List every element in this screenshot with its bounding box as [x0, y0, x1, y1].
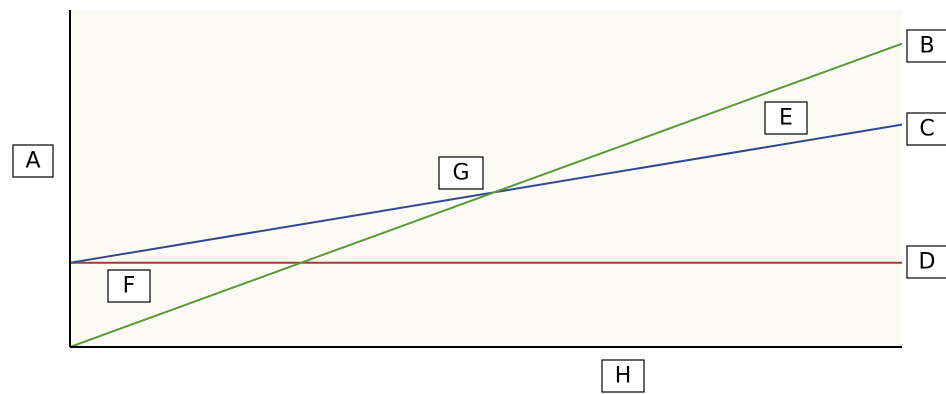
label-d: D — [906, 245, 946, 279]
label-e: E — [764, 101, 808, 135]
label-a: A — [12, 144, 54, 178]
series-lines — [69, 42, 903, 348]
label-c: C — [906, 112, 946, 146]
label-b: B — [906, 29, 946, 63]
line-c — [69, 123, 903, 264]
plot-area — [70, 10, 902, 347]
line-b — [69, 42, 903, 348]
label-g-text: G — [452, 161, 469, 186]
label-h: H — [601, 359, 645, 393]
label-f-text: F — [123, 274, 136, 299]
label-e-text: E — [779, 106, 793, 131]
label-a-text: A — [25, 149, 40, 174]
label-f: F — [107, 269, 151, 303]
label-d-text: D — [919, 250, 936, 275]
label-g: G — [438, 156, 484, 190]
label-b-text: B — [919, 34, 934, 59]
label-h-text: H — [615, 364, 632, 389]
label-c-text: C — [919, 117, 934, 142]
